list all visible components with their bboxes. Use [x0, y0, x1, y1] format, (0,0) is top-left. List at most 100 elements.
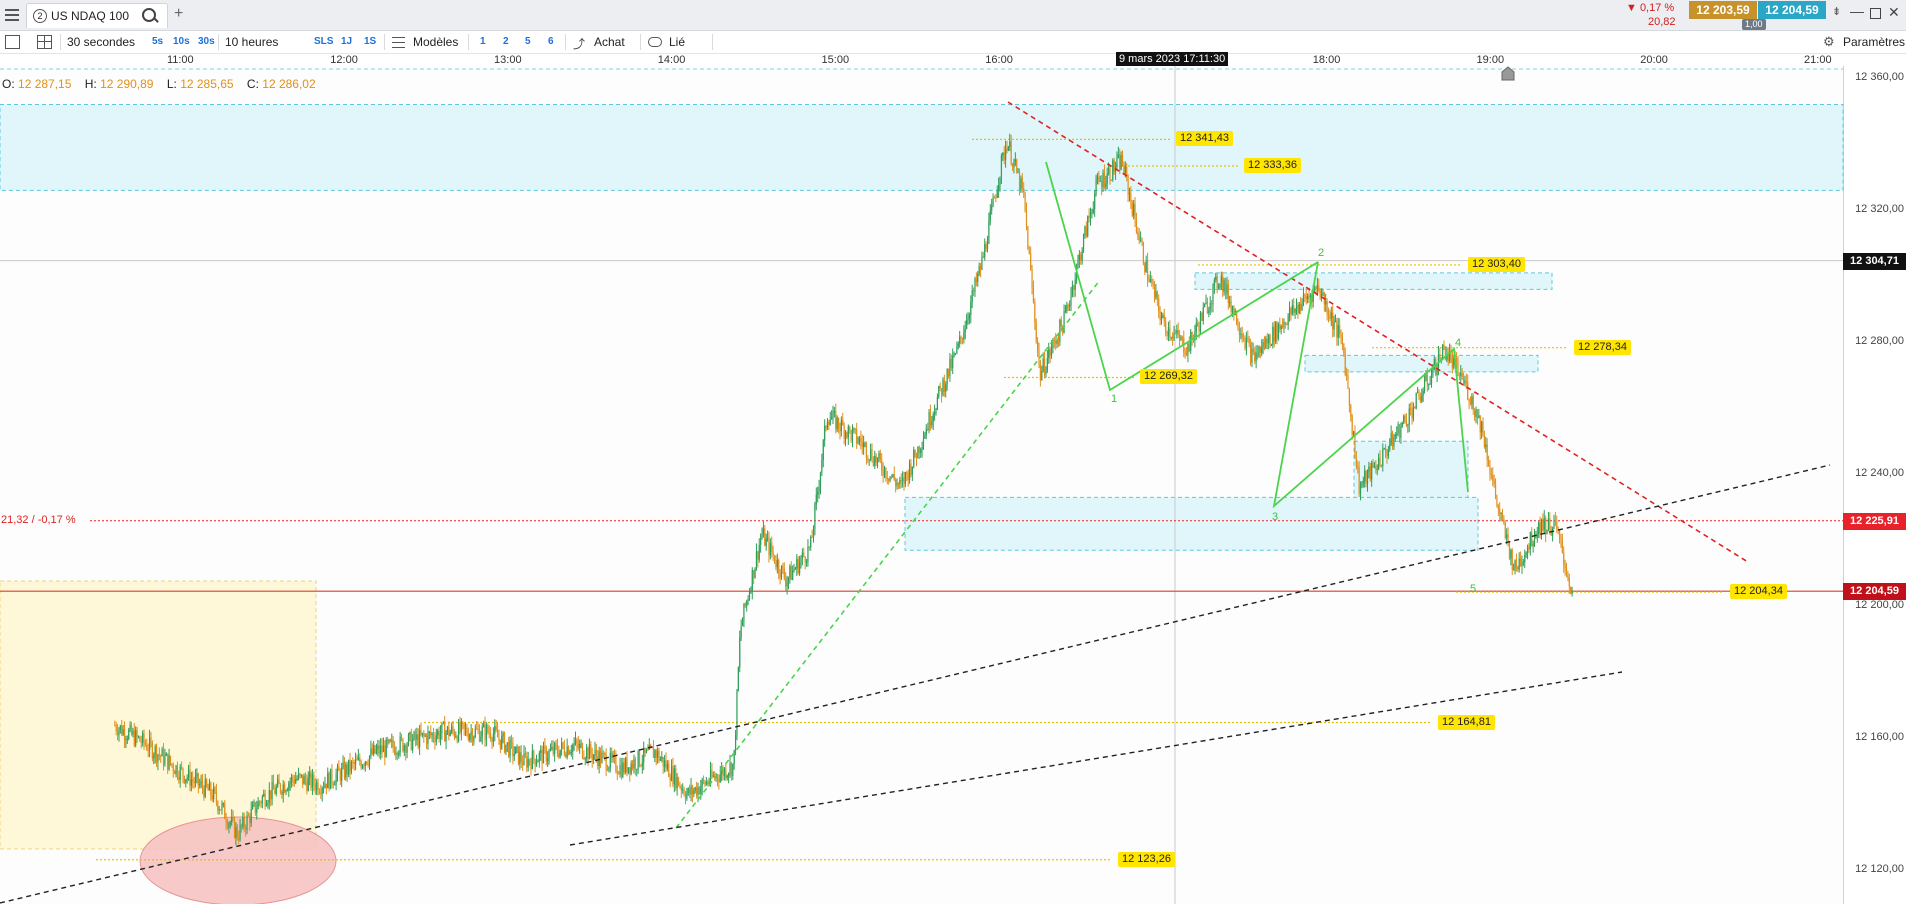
candle-body	[1396, 433, 1398, 436]
interval-5s[interactable]: 5s	[152, 36, 164, 47]
candle-body	[544, 745, 546, 748]
range-sls[interactable]: SLS	[314, 36, 334, 47]
list-icon[interactable]	[5, 35, 20, 49]
candle-body	[896, 483, 898, 486]
add-tab-button[interactable]: +	[174, 5, 184, 22]
range-1j[interactable]: 1J	[341, 36, 353, 47]
level-label: 12 333,36	[1244, 158, 1301, 174]
candle-body	[1330, 312, 1332, 319]
candle-body	[181, 766, 183, 769]
settings-icon[interactable]: ⚙	[1823, 34, 1835, 49]
candle-body	[118, 729, 120, 736]
candle-body	[1308, 295, 1310, 298]
candle-body	[764, 528, 766, 546]
candle-body	[786, 581, 788, 587]
menu-icon[interactable]	[5, 7, 19, 21]
candle-body	[246, 815, 248, 830]
ohlc-high-label: H:	[84, 77, 97, 91]
candle-body	[1056, 340, 1058, 344]
range-1s[interactable]: 1S	[364, 36, 377, 47]
candle-body	[277, 779, 279, 787]
candle-body	[967, 318, 969, 321]
ohlc-close-label: C:	[246, 77, 259, 91]
candle-body	[932, 413, 934, 422]
candle-body	[335, 774, 337, 785]
candle-body	[989, 210, 991, 221]
collapse-icon[interactable]: ⇟	[1832, 6, 1842, 18]
candle-body	[240, 824, 243, 827]
candle-body	[1060, 319, 1062, 327]
settings-button[interactable]: Paramètres	[1843, 35, 1906, 49]
candle-body	[828, 421, 830, 425]
candle-body	[175, 765, 177, 775]
close-icon[interactable]: ✕	[1888, 4, 1900, 20]
layout-6[interactable]: 6	[548, 36, 554, 47]
layout-1[interactable]: 1	[480, 36, 486, 47]
layout-2[interactable]: 2	[503, 36, 509, 47]
interval-select[interactable]: 30 secondes	[67, 35, 136, 49]
candle-body	[1226, 284, 1228, 294]
candle-body	[1039, 361, 1041, 381]
candle-body	[753, 570, 755, 579]
candle-body	[693, 790, 695, 795]
candle-body	[410, 732, 412, 750]
candle-body	[711, 769, 713, 777]
candle-body	[684, 794, 687, 799]
candle-body	[1497, 506, 1499, 510]
range-select[interactable]: 10 heures	[225, 35, 279, 49]
candle-body	[1405, 419, 1408, 426]
candle-body	[1259, 346, 1261, 353]
interval-10s[interactable]: 10s	[173, 36, 190, 47]
crosshair-date-label: 9 mars 2023 17:11:30	[1116, 52, 1229, 66]
candle-body	[630, 763, 632, 774]
candle-body	[565, 754, 567, 758]
candle-body	[1398, 424, 1401, 438]
bid-price-button[interactable]: 12 203,59	[1689, 1, 1757, 19]
candle-body	[495, 726, 497, 731]
candle-body	[1514, 560, 1516, 570]
candle-body	[1025, 210, 1028, 226]
candle-body	[1102, 172, 1104, 188]
candle-body	[1273, 326, 1275, 342]
linked-button[interactable]: Lié	[669, 35, 686, 49]
level-label: 12 164,81	[1438, 714, 1495, 730]
candle-body	[1059, 319, 1061, 342]
candle-body	[580, 743, 582, 745]
candle-body	[1408, 408, 1410, 425]
instrument-tab[interactable]: 2 US NDAQ 100	[26, 3, 168, 28]
search-icon[interactable]	[142, 8, 156, 22]
templates-button[interactable]: Modèles	[413, 35, 459, 49]
candle-body	[1021, 178, 1023, 189]
candle-body	[942, 379, 944, 396]
candle-body	[1313, 287, 1316, 289]
layout-5[interactable]: 5	[525, 36, 531, 47]
buy-button[interactable]: Achat	[594, 35, 625, 49]
candle-body	[295, 779, 297, 784]
level-label: 12 269,32	[1140, 369, 1197, 385]
candle-body	[471, 731, 474, 742]
candle-body	[799, 562, 801, 574]
candle-body	[1561, 540, 1563, 553]
candle-body	[1148, 279, 1150, 282]
candle-body	[540, 749, 542, 753]
interval-30s[interactable]: 30s	[198, 36, 215, 47]
candle-body	[665, 760, 667, 769]
candle-body	[1191, 332, 1193, 338]
candle-body	[310, 772, 312, 788]
maximize-icon[interactable]	[1870, 8, 1881, 19]
candle-body	[857, 442, 859, 444]
minimize-icon[interactable]: —	[1850, 3, 1864, 19]
candle-body	[1449, 351, 1451, 362]
resistance-zone	[0, 103, 1844, 191]
candle-body	[1241, 333, 1243, 339]
layout-icon[interactable]	[37, 35, 52, 49]
ask-price-button[interactable]: 12 204,59	[1758, 1, 1826, 19]
candle-body	[1099, 180, 1101, 182]
ohlc-low-label: L:	[166, 77, 177, 91]
candle-body	[833, 411, 835, 413]
candle-body	[1517, 567, 1519, 570]
candle-body	[996, 189, 998, 198]
candle-body	[1337, 325, 1339, 338]
candle-body	[572, 744, 574, 752]
